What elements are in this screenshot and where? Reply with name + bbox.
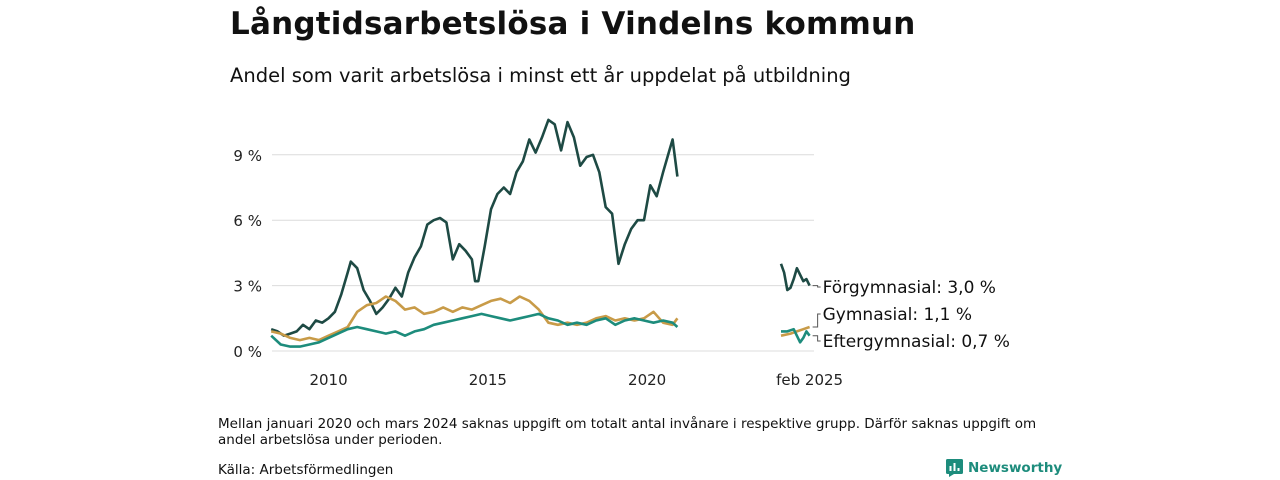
footnote: Mellan januari 2020 och mars 2024 saknas… [218, 416, 1037, 448]
brand-name: Newsworthy [968, 460, 1063, 476]
label-connector [812, 313, 821, 328]
x-tick-label: 2015 [469, 371, 507, 389]
label-connector [812, 285, 821, 288]
source-text: Källa: Arbetsförmedlingen [218, 462, 394, 478]
series-line-gymnasial [780, 325, 811, 337]
y-tick-label: 9 % [233, 147, 262, 165]
gridlines [272, 154, 814, 352]
brand-logo: Newsworthy [946, 459, 1062, 477]
x-tick-label: 2020 [628, 371, 666, 389]
series-label: Förgymnasial: 3,0 % [823, 278, 996, 298]
y-tick-label: 0 % [233, 343, 262, 361]
series-lines [270, 118, 811, 348]
series-label: Gymnasial: 1,1 % [823, 305, 972, 325]
label-connector [812, 335, 821, 342]
y-axis-ticks: 0 % 3 % 6 % 9 % [233, 147, 262, 361]
y-tick-label: 6 % [233, 212, 262, 230]
series-line-förgymnasial [779, 263, 811, 292]
series-label: Eftergymnasial: 0,7 % [823, 332, 1010, 352]
x-tick-label: 2010 [309, 371, 347, 389]
chart-subtitle: Andel som varit arbetslösa i minst ett å… [230, 64, 851, 87]
x-axis-ticks: 2010 2015 2020 feb 2025 [309, 371, 843, 389]
line-chart: 0 % 3 % 6 % 9 % 2010 2015 2020 feb 2025 Förgym… [233, 118, 1010, 389]
series-line-gymnasial [270, 295, 679, 342]
series-line-förgymnasial [270, 118, 679, 337]
chart-title: Långtidsarbetslösa i Vindelns kommun [230, 6, 916, 42]
y-tick-label: 3 % [233, 278, 262, 296]
series-labels: Förgymnasial: 3,0 % Gymnasial: 1,1 % Efter… [812, 278, 1010, 352]
series-line-eftergymnasial [781, 327, 811, 344]
series-line-eftergymnasial [270, 312, 679, 348]
newsworthy-logo-icon [946, 459, 963, 477]
x-tick-label: feb 2025 [776, 371, 843, 389]
